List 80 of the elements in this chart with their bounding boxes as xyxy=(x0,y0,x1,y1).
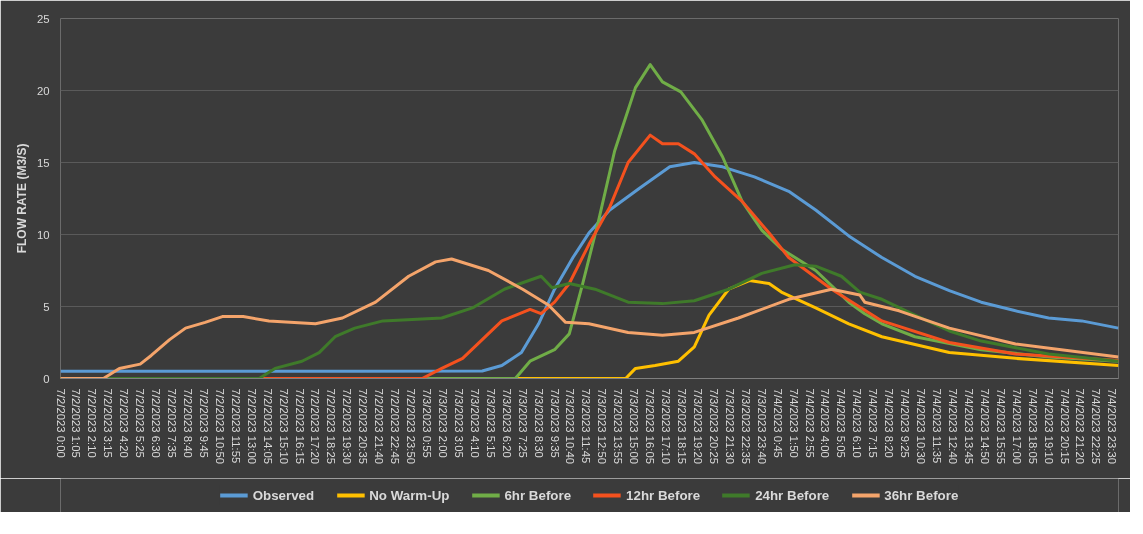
y-axis-title: FLOW RATE (M3/S) xyxy=(14,143,29,254)
x-tick-label: 7/2/2023 19:30 xyxy=(341,388,354,465)
x-tick-label: 7/4/2023 7:15 xyxy=(867,388,880,458)
x-tick-label: 7/2/2023 23:50 xyxy=(405,388,418,465)
x-tick-label: 7/3/2023 7:25 xyxy=(516,388,529,458)
x-tick-label: 7/4/2023 17:00 xyxy=(1010,388,1023,465)
x-tick-label: 7/2/2023 2:10 xyxy=(86,388,99,458)
y-tick-label: 10 xyxy=(36,228,50,241)
y-tick-label: 25 xyxy=(36,12,50,25)
x-tick-label: 7/3/2023 10:40 xyxy=(564,388,577,465)
x-tick-label: 7/2/2023 17:20 xyxy=(309,388,322,465)
x-tick-label: 7/4/2023 10:30 xyxy=(915,388,928,465)
x-tick-label: 7/2/2023 20:35 xyxy=(357,388,370,465)
x-tick-label: 7/3/2023 16:05 xyxy=(644,388,657,465)
x-tick-label: 7/3/2023 2:00 xyxy=(437,388,449,458)
y-tick-label: 20 xyxy=(36,84,50,97)
x-tick-label: 7/3/2023 5:15 xyxy=(484,388,497,458)
y-tick-label: 5 xyxy=(43,300,50,313)
x-tick-label: 7/2/2023 5:25 xyxy=(134,388,147,458)
x-tick-label: 7/2/2023 6:30 xyxy=(150,388,163,458)
x-tick-label: 7/3/2023 8:30 xyxy=(532,388,545,458)
x-tick-label: 7/3/2023 18:15 xyxy=(676,388,689,465)
x-tick-label: 7/4/2023 1:50 xyxy=(787,388,800,458)
x-tick-label: 7/3/2023 19:20 xyxy=(692,388,704,465)
x-tick-label: 7/4/2023 2:55 xyxy=(803,388,816,458)
x-tick-label: 7/2/2023 13:00 xyxy=(245,388,258,465)
x-tick-label: 7/4/2023 21:20 xyxy=(1074,388,1087,465)
x-tick-label: 7/4/2023 5:05 xyxy=(835,388,848,458)
x-tick-label: 7/4/2023 23:30 xyxy=(1106,388,1119,465)
x-tick-label: 7/2/2023 21:40 xyxy=(373,388,386,465)
x-tick-label: 7/4/2023 22:25 xyxy=(1090,388,1103,465)
x-tick-label: 7/4/2023 12:40 xyxy=(947,388,959,465)
x-tick-label: 7/2/2023 8:40 xyxy=(182,388,194,458)
x-tick-label: 7/3/2023 0:55 xyxy=(421,388,434,458)
x-tick-label: 7/2/2023 15:10 xyxy=(277,388,290,465)
x-tick-label: 7/2/2023 18:25 xyxy=(325,388,338,465)
x-tick-label: 7/2/2023 16:15 xyxy=(293,388,306,465)
legend-label: 12hr Before xyxy=(626,487,701,503)
x-tick-label: 7/3/2023 12:50 xyxy=(596,388,609,465)
legend-label: Observed xyxy=(252,487,315,503)
x-tick-label: 7/3/2023 15:00 xyxy=(628,388,641,465)
legend-label: 24hr Before xyxy=(755,487,830,503)
x-tick-label: 7/4/2023 11:35 xyxy=(931,388,944,464)
x-tick-label: 7/2/2023 9:45 xyxy=(197,388,210,458)
x-tick-label: 7/4/2023 0:45 xyxy=(771,388,784,458)
x-tick-label: 7/4/2023 19:10 xyxy=(1042,388,1055,465)
x-tick-label: 7/3/2023 13:55 xyxy=(612,388,625,465)
x-tick-label: 7/3/2023 21:30 xyxy=(723,388,736,465)
x-tick-label: 7/3/2023 20:25 xyxy=(707,388,720,465)
y-tick-label: 0 xyxy=(43,372,50,385)
x-tick-label: 7/2/2023 3:15 xyxy=(102,388,115,458)
x-tick-label: 7/4/2023 18:05 xyxy=(1026,388,1039,465)
x-tick-label: 7/4/2023 20:15 xyxy=(1058,388,1071,465)
x-tick-label: 7/3/2023 17:10 xyxy=(660,388,673,465)
x-tick-label: 7/4/2023 8:20 xyxy=(883,388,896,458)
x-tick-label: 7/2/2023 14:05 xyxy=(261,388,274,465)
x-tick-label: 7/2/2023 4:20 xyxy=(118,388,131,458)
x-tick-label: 7/3/2023 6:20 xyxy=(500,388,513,458)
x-tick-label: 7/2/2023 0:00 xyxy=(54,388,67,458)
x-tick-label: 7/2/2023 1:05 xyxy=(70,388,83,458)
x-tick-label: 7/3/2023 4:10 xyxy=(468,388,481,458)
x-tick-label: 7/4/2023 14:50 xyxy=(978,388,991,465)
x-tick-label: 7/4/2023 4:00 xyxy=(819,388,832,458)
x-tick-label: 7/4/2023 15:55 xyxy=(994,388,1007,465)
x-tick-label: 7/2/2023 7:35 xyxy=(166,388,179,458)
x-tick-label: 7/3/2023 22:35 xyxy=(739,388,752,465)
x-tick-label: 7/3/2023 3:05 xyxy=(452,388,465,458)
x-tick-label: 7/3/2023 11:45 xyxy=(580,388,593,464)
x-tick-label: 7/4/2023 6:10 xyxy=(851,388,864,458)
x-tick-label: 7/2/2023 22:45 xyxy=(389,388,402,465)
legend-label: No Warm-Up xyxy=(369,487,450,503)
x-tick-label: 7/2/2023 11:55 xyxy=(229,388,242,464)
legend-label: 6hr Before xyxy=(504,487,572,503)
x-tick-label: 7/4/2023 13:45 xyxy=(962,388,975,465)
x-tick-label: 7/2/2023 10:50 xyxy=(213,388,226,465)
x-tick-label: 7/4/2023 9:25 xyxy=(899,388,912,458)
y-tick-label: 15 xyxy=(36,156,50,169)
legend-label: 36hr Before xyxy=(884,487,959,503)
x-tick-label: 7/3/2023 9:35 xyxy=(548,388,561,458)
x-tick-label: 7/3/2023 23:40 xyxy=(755,388,768,465)
